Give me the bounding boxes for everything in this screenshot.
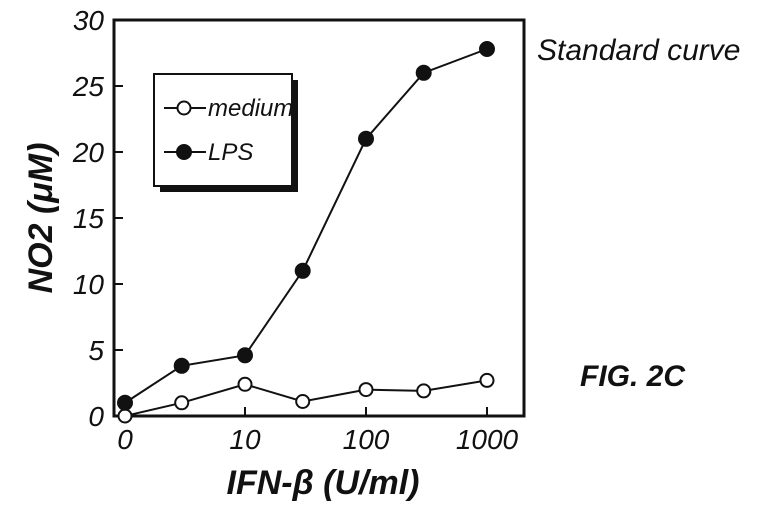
y-tick-label: 15	[73, 203, 105, 234]
y-axis-title: NO2 (μM)	[22, 143, 60, 294]
figure-label: FIG. 2C	[580, 360, 686, 393]
data-point-lps	[237, 347, 253, 364]
y-tick-label: 25	[72, 71, 105, 102]
y-tick-label: 10	[73, 269, 105, 300]
data-point-lps	[358, 130, 374, 147]
data-point-medium	[479, 372, 495, 388]
x-tick-label: 0	[117, 424, 133, 455]
data-point-lps	[117, 394, 133, 411]
data-point-medium	[295, 394, 311, 409]
data-point-lps	[173, 357, 190, 374]
y-tick-label: 5	[88, 335, 104, 366]
y-tick-label: 20	[72, 137, 105, 168]
x-tick-label: 100	[343, 424, 390, 455]
legend: medium LPS	[153, 73, 298, 192]
legend-marker-lps	[176, 144, 192, 160]
data-point-lps	[294, 262, 311, 279]
legend-label-lps: LPS	[208, 139, 253, 166]
chart-title: Standard curve	[537, 34, 741, 67]
data-point-medium	[174, 395, 190, 411]
legend-box	[153, 73, 293, 187]
data-point-medium	[358, 382, 374, 398]
data-point-lps	[415, 64, 432, 81]
axis-ticks: 0 5 10 15 20 25 30 0 10 100 1000	[72, 5, 519, 455]
data-point-medium	[237, 376, 253, 392]
series-layer	[117, 41, 495, 424]
y-tick-label: 0	[88, 401, 104, 432]
data-point-medium	[117, 408, 133, 424]
x-tick-label: 10	[229, 424, 261, 455]
legend-label-medium: medium	[208, 95, 293, 122]
x-tick-label: 1000	[456, 424, 519, 455]
legend-marker-medium	[176, 100, 192, 116]
x-axis-title: IFN-β (U/ml)	[227, 464, 420, 502]
data-point-medium	[416, 383, 432, 399]
data-point-lps	[479, 41, 495, 57]
y-tick-label: 30	[73, 5, 105, 36]
